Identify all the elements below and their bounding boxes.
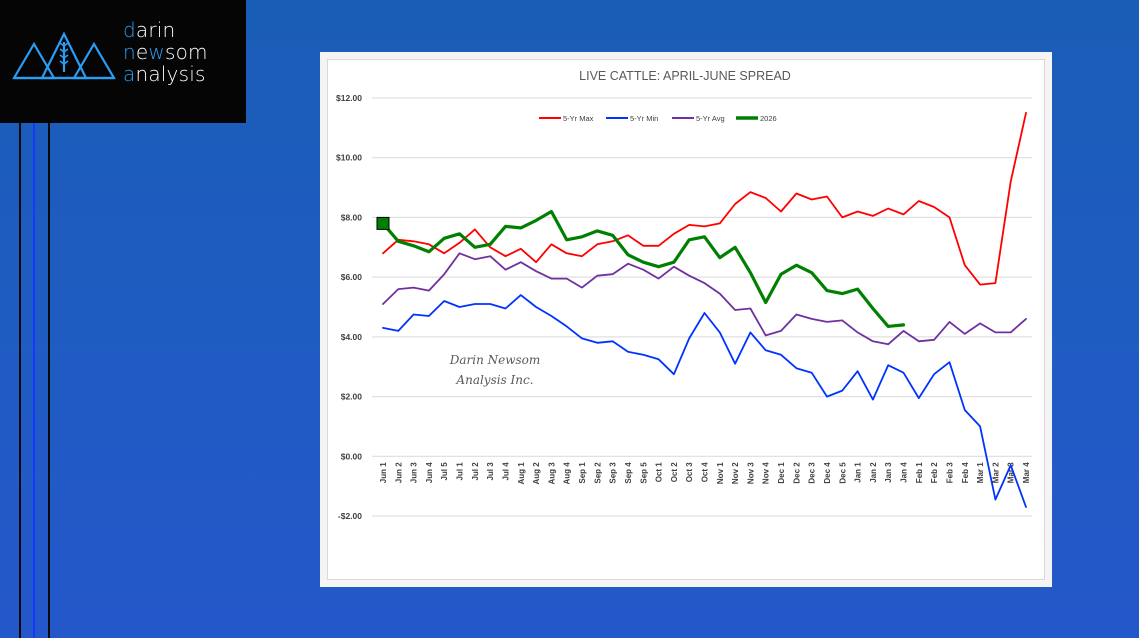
y-axis-ticks: -$2.00 $0.00 $2.00 $4.00 $6.00 $8.00 $10.00 $12…: [336, 93, 362, 521]
decor-line-blue: [33, 123, 35, 638]
series-lines: [376, 112, 1027, 508]
x-tick-label: Jun 2: [394, 462, 403, 483]
logo: darin newsom analysis: [0, 0, 246, 123]
x-tick-label: Jul 3: [486, 462, 495, 481]
x-tick-label: Sep 5: [639, 462, 648, 484]
chart-area: [327, 59, 1045, 580]
watermark-text: Analysis Inc.: [455, 373, 533, 387]
y-tick-label: $8.00: [341, 212, 363, 222]
x-tick-label: Feb 1: [915, 462, 924, 483]
x-tick-label: Mar 3: [1007, 462, 1016, 483]
x-tick-label: Oct 1: [655, 462, 664, 483]
x-tick-label: Feb 2: [930, 462, 939, 483]
x-tick-label: Dec 3: [808, 462, 817, 484]
x-tick-label: Jul 5: [440, 462, 449, 481]
x-tick-label: Aug 1: [517, 462, 526, 485]
x-tick-label: Jul 4: [501, 462, 510, 481]
x-tick-label: Nov 4: [762, 462, 771, 484]
series-line-5-yr-avg: [382, 252, 1027, 346]
x-tick-label: Oct 4: [701, 462, 710, 483]
start-marker: [376, 216, 390, 230]
legend-label: 5-Yr Max: [563, 114, 594, 123]
x-tick-label: Sep 2: [593, 462, 602, 484]
x-tick-label: Nov 2: [731, 462, 740, 484]
legend-label: 5-Yr Avg: [696, 114, 725, 123]
x-tick-label: Jun 1: [379, 462, 388, 483]
x-tick-label: Aug 3: [547, 462, 556, 485]
y-tick-label: $6.00: [341, 272, 363, 282]
x-tick-label: Sep 1: [578, 462, 587, 484]
chart-frame: -$2.00 $0.00 $2.00 $4.00 $6.00 $8.00 $10.00 $12…: [320, 52, 1052, 587]
watermark: Darin Newsom Analysis Inc.: [449, 353, 541, 387]
y-tick-label: -$2.00: [338, 511, 362, 521]
legend-label: 5-Yr Min: [630, 114, 658, 123]
x-tick-label: Dec 5: [838, 462, 847, 484]
x-tick-label: Jan 1: [854, 462, 863, 483]
series-line-2026: [381, 209, 906, 328]
series-line-5-yr-min: [382, 294, 1027, 508]
y-tick-label: $10.00: [336, 153, 362, 163]
decor-line: [19, 123, 21, 638]
x-tick-label: Sep 3: [609, 462, 618, 484]
x-tick-label: Aug 4: [563, 462, 572, 485]
decor-line: [48, 123, 50, 638]
x-tick-label: Feb 4: [961, 462, 970, 483]
line-chart: -$2.00 $0.00 $2.00 $4.00 $6.00 $8.00 $10.00 $12…: [336, 69, 1032, 521]
x-axis-ticks: Jun 1 Jun 2 Jun 3 Jun 4 Jul 5 Jul 1 Jul 2 Jul 3…: [379, 462, 1031, 485]
x-tick-label: Jan 2: [869, 462, 878, 483]
y-tick-label: $2.00: [341, 392, 363, 402]
legend: 5-Yr Max 5-Yr Min 5-Yr Avg 2026: [539, 114, 777, 123]
x-tick-label: Dec 2: [792, 462, 801, 484]
x-tick-label: Jun 4: [425, 462, 434, 483]
y-tick-label: $4.00: [341, 332, 363, 342]
x-tick-label: Jun 3: [410, 462, 419, 483]
series-line-5-yr-max: [382, 112, 1027, 286]
x-tick-label: Oct 2: [670, 462, 679, 483]
x-tick-label: Sep 4: [624, 462, 633, 484]
x-tick-label: Dec 4: [823, 462, 832, 484]
x-tick-label: Feb 3: [945, 462, 954, 483]
x-tick-label: Nov 1: [716, 462, 725, 484]
x-tick-label: Mar 2: [991, 462, 1000, 483]
x-tick-label: Mar 4: [1022, 462, 1031, 483]
x-tick-label: Jan 4: [900, 462, 909, 483]
x-tick-label: Jul 2: [471, 462, 480, 481]
x-tick-label: Aug 2: [532, 462, 541, 485]
legend-label: 2026: [760, 114, 777, 123]
watermark-text: Darin Newsom: [449, 353, 541, 367]
logo-wordmark: darin newsom analysis: [123, 19, 208, 85]
chart-title: LIVE CATTLE: APRIL-JUNE SPREAD: [579, 69, 791, 83]
x-tick-label: Oct 3: [685, 462, 694, 483]
gridlines: [372, 97, 1032, 517]
y-tick-label: $12.00: [336, 93, 362, 103]
mountains-wheat-icon: [12, 31, 116, 80]
x-tick-label: Nov 3: [746, 462, 755, 484]
logo-line-analysis: analysis: [123, 62, 206, 86]
x-tick-label: Jul 1: [456, 462, 465, 481]
x-tick-label: Mar 1: [976, 462, 985, 483]
logo-line-darin: darin: [123, 18, 176, 42]
x-tick-label: Jan 3: [884, 462, 893, 483]
logo-line-newsom: newsom: [123, 40, 208, 64]
x-tick-label: Dec 1: [777, 462, 786, 484]
y-tick-label: $0.00: [341, 451, 363, 461]
